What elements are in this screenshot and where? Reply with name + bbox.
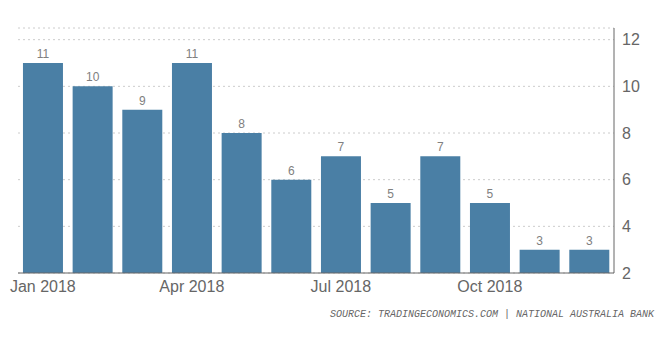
svg-text:Jul 2018: Jul 2018 bbox=[311, 278, 372, 295]
svg-text:9: 9 bbox=[139, 94, 146, 108]
svg-text:7: 7 bbox=[437, 140, 444, 154]
svg-text:5: 5 bbox=[387, 187, 394, 201]
svg-text:10: 10 bbox=[622, 78, 640, 95]
svg-text:Apr 2018: Apr 2018 bbox=[159, 278, 224, 295]
svg-text:6: 6 bbox=[288, 164, 295, 178]
svg-text:3: 3 bbox=[536, 234, 543, 248]
svg-text:12: 12 bbox=[622, 31, 640, 48]
svg-text:2: 2 bbox=[622, 265, 631, 282]
svg-text:11: 11 bbox=[37, 47, 50, 61]
svg-text:Oct 2018: Oct 2018 bbox=[457, 278, 522, 295]
svg-text:4: 4 bbox=[622, 218, 631, 235]
svg-text:6: 6 bbox=[622, 171, 631, 188]
html-text:SOURCE: TRADINGECONOMICS.COM |: SOURCE: TRADINGECONOMICS.COM | NATIONAL … bbox=[329, 309, 654, 320]
svg-text:10: 10 bbox=[86, 70, 100, 84]
svg-text:Jan 2018: Jan 2018 bbox=[10, 278, 76, 295]
svg-text:11: 11 bbox=[186, 47, 199, 61]
svg-text:8: 8 bbox=[622, 125, 631, 142]
svg-text:8: 8 bbox=[238, 117, 245, 131]
svg-text:5: 5 bbox=[487, 187, 494, 201]
svg-text:3: 3 bbox=[586, 234, 593, 248]
svg-text:7: 7 bbox=[338, 140, 345, 154]
